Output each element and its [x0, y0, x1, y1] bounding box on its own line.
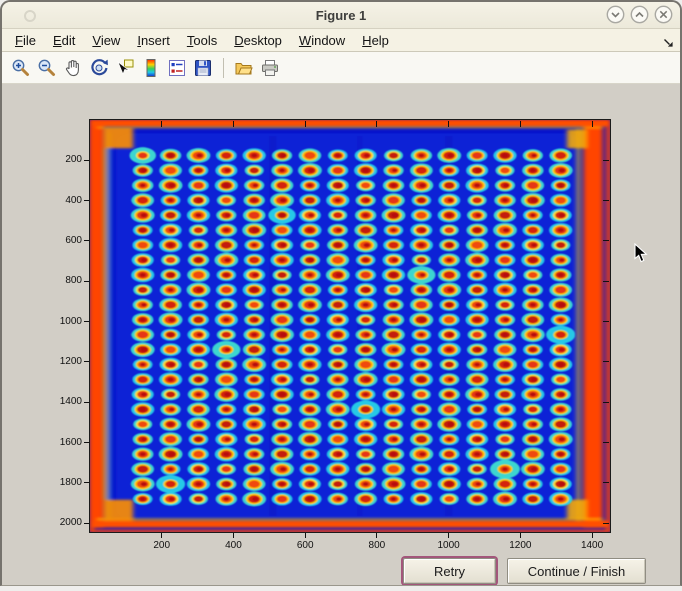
y-tick-mark	[84, 402, 89, 403]
dock-arrow-icon[interactable]	[663, 35, 674, 46]
y-tick-mark	[84, 240, 89, 241]
x-tick-mark	[448, 533, 449, 538]
x-tick-label: 200	[140, 540, 184, 551]
toolbar-separator	[223, 58, 224, 78]
print-icon[interactable]	[259, 57, 281, 79]
menu-window[interactable]: Window	[299, 33, 345, 48]
y-tick-mark-right	[603, 402, 609, 403]
figure-window: Figure 1 File Edit View Insert Tools Desktop W…	[0, 0, 682, 586]
x-tick-mark-top	[161, 121, 162, 127]
x-tick-mark	[520, 533, 521, 538]
data-cursor-icon[interactable]	[114, 57, 136, 79]
y-tick-mark-right	[603, 482, 609, 483]
x-tick-mark	[305, 533, 306, 538]
x-tick-label: 1400	[570, 540, 614, 551]
x-tick-mark	[161, 533, 162, 538]
y-tick-mark	[84, 200, 89, 201]
y-tick-mark	[84, 523, 89, 524]
y-tick-label: 1200	[38, 356, 82, 367]
toolbar	[2, 52, 680, 84]
y-tick-mark-right	[603, 160, 609, 161]
y-tick-mark	[84, 160, 89, 161]
pan-icon[interactable]	[62, 57, 84, 79]
close-button[interactable]	[654, 5, 673, 24]
rotate-3d-icon[interactable]	[88, 57, 110, 79]
y-tick-label: 1000	[38, 316, 82, 327]
title-bar[interactable]: Figure 1	[2, 2, 680, 29]
y-tick-label: 200	[38, 154, 82, 165]
plate-heatmap-image	[90, 120, 610, 532]
x-tick-mark	[592, 533, 593, 538]
y-tick-mark-right	[603, 200, 609, 201]
x-tick-mark-top	[376, 121, 377, 127]
y-tick-mark-right	[603, 523, 609, 524]
continue-finish-button[interactable]: Continue / Finish	[507, 558, 646, 584]
save-icon[interactable]	[192, 57, 214, 79]
menu-bar: File Edit View Insert Tools Desktop Window Help	[2, 29, 680, 52]
y-tick-label: 800	[38, 275, 82, 286]
x-tick-label: 1000	[427, 540, 471, 551]
x-tick-mark-top	[448, 121, 449, 127]
colorbar-icon[interactable]	[140, 57, 162, 79]
zoom-in-icon[interactable]	[10, 57, 32, 79]
window-title: Figure 1	[2, 8, 680, 23]
menu-insert[interactable]: Insert	[137, 33, 170, 48]
x-tick-label: 400	[211, 540, 255, 551]
maximize-button[interactable]	[630, 5, 649, 24]
y-tick-mark	[84, 281, 89, 282]
minimize-button[interactable]	[606, 5, 625, 24]
y-tick-label: 600	[38, 235, 82, 246]
menu-edit[interactable]: Edit	[53, 33, 75, 48]
menu-file[interactable]: File	[15, 33, 36, 48]
zoom-out-icon[interactable]	[36, 57, 58, 79]
y-tick-mark-right	[603, 321, 609, 322]
y-tick-mark	[84, 321, 89, 322]
open-folder-icon[interactable]	[233, 57, 255, 79]
menu-desktop[interactable]: Desktop	[234, 33, 282, 48]
x-tick-label: 1200	[498, 540, 542, 551]
mouse-cursor-icon	[634, 243, 648, 264]
legend-icon[interactable]	[166, 57, 188, 79]
x-tick-label: 800	[355, 540, 399, 551]
menu-tools[interactable]: Tools	[187, 33, 217, 48]
y-tick-label: 1600	[38, 437, 82, 448]
x-tick-mark-top	[233, 121, 234, 127]
x-tick-mark	[376, 533, 377, 538]
x-tick-mark-top	[520, 121, 521, 127]
y-tick-mark	[84, 442, 89, 443]
y-tick-mark-right	[603, 361, 609, 362]
y-tick-label: 1400	[38, 396, 82, 407]
x-tick-mark-top	[592, 121, 593, 127]
y-tick-label: 400	[38, 195, 82, 206]
retry-button[interactable]: Retry	[403, 558, 496, 584]
window-controls	[606, 5, 673, 24]
x-tick-label: 600	[283, 540, 327, 551]
menu-view[interactable]: View	[92, 33, 120, 48]
y-tick-mark	[84, 361, 89, 362]
y-tick-label: 1800	[38, 477, 82, 488]
x-tick-mark	[233, 533, 234, 538]
x-tick-mark-top	[305, 121, 306, 127]
y-tick-mark-right	[603, 281, 609, 282]
y-tick-mark-right	[603, 240, 609, 241]
y-tick-label: 2000	[38, 517, 82, 528]
y-tick-mark	[84, 482, 89, 483]
y-tick-mark-right	[603, 442, 609, 443]
menu-help[interactable]: Help	[362, 33, 389, 48]
